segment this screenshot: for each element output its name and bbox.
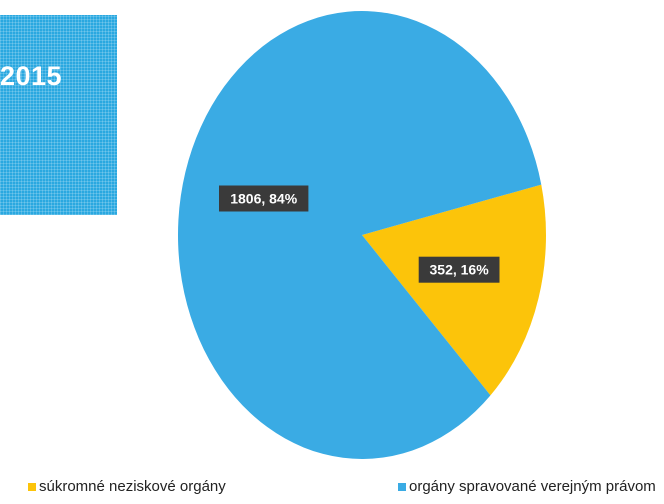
year-label: 2015 [0, 61, 63, 91]
legend-swatch-private-nonprofit [28, 482, 36, 491]
data-label-private-nonprofit: 352, 16% [418, 256, 500, 283]
legend-label-public-law: orgány spravované verejným právom [409, 478, 656, 495]
pie-slice-public-law [177, 11, 542, 460]
legend-item-private-nonprofit: súkromné neziskové orgány [28, 478, 226, 495]
data-label-private-nonprofit-text: 352, 16% [430, 262, 490, 278]
legend-item-public-law: orgány spravované verejným právom [398, 478, 656, 495]
data-label-public-law: 1806, 84% [219, 185, 309, 212]
data-label-public-law-box [219, 185, 309, 212]
data-label-private-nonprofit-box [418, 256, 500, 283]
legend-label-private-nonprofit: súkromné neziskové orgány [39, 478, 226, 495]
pie-slice-private-nonprofit [362, 184, 546, 396]
data-label-public-law-text: 1806, 84% [230, 191, 297, 207]
legend-swatch-public-law [398, 482, 406, 491]
year-badge [0, 15, 117, 215]
